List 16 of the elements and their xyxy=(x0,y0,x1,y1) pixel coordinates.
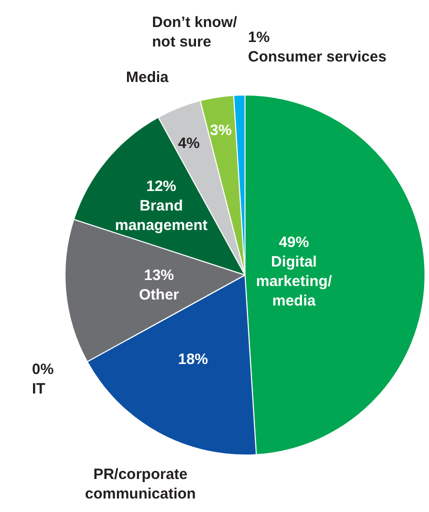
category-label: IT xyxy=(32,380,46,398)
data-label: 4% xyxy=(178,135,200,152)
slice-label: Other xyxy=(139,286,180,304)
data-label: 13% xyxy=(144,267,174,284)
data-label: 18% xyxy=(178,351,208,368)
data-label: 3% xyxy=(210,122,232,139)
slice-label: Consumer services xyxy=(248,48,386,66)
data-label: 49% xyxy=(278,234,309,251)
slice-label: Media xyxy=(126,69,170,86)
slice-label: Brand management xyxy=(115,198,208,234)
data-label: 1% xyxy=(248,29,270,46)
slice-label: Don’t know/not sure xyxy=(152,14,238,50)
slice-label: PR/corporate communication xyxy=(85,466,196,502)
data-label: 12% xyxy=(146,178,176,195)
slice-label: Digital marketing/media xyxy=(256,254,333,310)
text: 0% xyxy=(32,361,54,378)
